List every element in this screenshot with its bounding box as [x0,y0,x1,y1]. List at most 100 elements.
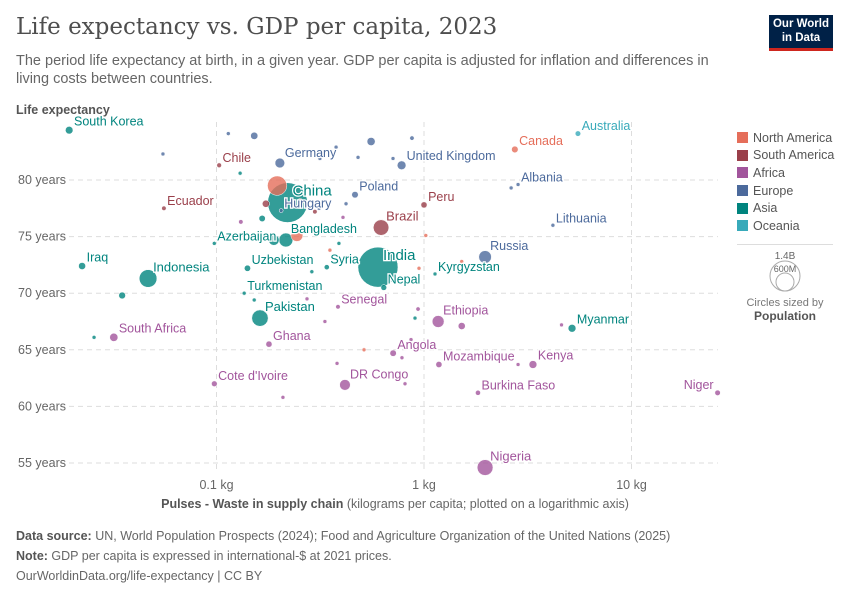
legend-swatch-icon [737,220,748,232]
data-point[interactable] [361,347,367,353]
data-point[interactable] [409,135,415,141]
size-legend-small: 600M [774,264,797,274]
legend-item[interactable]: Oceania [737,217,834,235]
data-point[interactable] [390,156,396,161]
data-point[interactable] [457,322,466,330]
data-point[interactable] [476,459,494,476]
data-point[interactable] [336,241,342,246]
data-point[interactable] [431,315,445,328]
data-point[interactable] [297,198,303,203]
data-point[interactable] [91,335,97,340]
legend-label: North America [753,130,833,145]
point-label: Iraq [87,250,109,264]
owid-logo[interactable]: Our World in Data [769,15,833,51]
data-point[interactable] [161,205,167,211]
data-point[interactable] [250,131,259,140]
data-point[interactable] [244,264,251,272]
data-point[interactable] [160,151,166,157]
data-point[interactable] [78,262,86,270]
data-point[interactable] [550,223,556,228]
data-point[interactable] [251,297,257,303]
data-point[interactable] [396,160,407,170]
data-point[interactable] [408,337,414,342]
source-text: UN, World Population Prospects (2024); F… [91,529,671,543]
data-point[interactable] [280,395,286,400]
data-point[interactable] [265,340,273,348]
data-point[interactable] [351,191,359,199]
legend-item[interactable]: Asia [737,199,834,217]
data-point[interactable] [515,182,521,187]
data-point[interactable] [508,185,514,191]
data-point[interactable] [216,162,222,168]
data-point[interactable] [366,137,376,146]
data-point[interactable] [389,349,397,357]
data-point[interactable] [415,306,421,312]
source-link[interactable]: OurWorldinData.org/life-expectancy | CC … [16,569,263,583]
data-point[interactable] [335,304,341,310]
data-point[interactable] [211,380,218,387]
data-point[interactable] [714,389,721,396]
data-point[interactable] [423,233,429,238]
legend-item[interactable]: North America [737,129,834,147]
legend-item[interactable]: Europe [737,182,834,200]
legend-swatch-icon [737,202,748,214]
data-point[interactable] [334,361,340,366]
data-point[interactable] [420,201,428,209]
data-point[interactable] [226,131,231,136]
data-point[interactable] [316,206,322,211]
data-point[interactable] [118,291,126,300]
data-point[interactable] [274,157,285,169]
data-point[interactable] [416,266,422,271]
data-point[interactable] [559,322,564,328]
data-point[interactable] [304,296,310,302]
data-point[interactable] [355,155,361,160]
data-point[interactable] [528,360,538,369]
data-point[interactable] [357,246,399,288]
data-point[interactable] [412,315,418,321]
data-point[interactable] [340,215,346,220]
legend-swatch-icon [737,167,748,179]
data-point[interactable] [399,355,405,360]
data-point[interactable] [237,170,243,176]
note-label: Note: [16,549,48,563]
data-point[interactable] [268,234,280,246]
data-point[interactable] [267,175,288,196]
data-point[interactable] [322,319,328,324]
data-point[interactable] [432,271,438,277]
data-point[interactable] [212,241,217,246]
data-point[interactable] [312,209,318,215]
data-point[interactable] [278,208,284,213]
legend-item[interactable]: South America [737,147,834,165]
data-point[interactable] [574,130,581,137]
data-point[interactable] [339,379,351,391]
data-point[interactable] [258,215,266,222]
data-point[interactable] [241,290,247,296]
data-point[interactable] [475,390,481,396]
legend-item[interactable]: Africa [737,164,834,182]
data-point[interactable] [459,259,464,264]
data-point[interactable] [262,199,270,208]
data-point[interactable] [65,126,74,135]
data-point[interactable] [373,219,390,236]
data-point[interactable] [327,247,333,253]
data-point[interactable] [567,324,577,333]
data-point[interactable] [402,381,408,387]
data-point[interactable] [139,269,158,288]
data-point[interactable] [343,201,349,207]
data-point[interactable] [309,269,315,274]
data-point[interactable] [435,361,443,368]
data-point[interactable] [515,362,521,367]
data-point[interactable] [323,264,330,270]
data-point[interactable] [238,219,244,225]
data-point[interactable] [380,284,387,291]
data-point[interactable] [251,309,269,327]
point-label: Burkina Faso [482,378,556,392]
data-point[interactable] [511,145,519,153]
size-legend-large: 1.4B [775,251,796,262]
point-label: Kyrgyzstan [438,260,500,274]
data-point[interactable] [333,144,339,150]
data-point[interactable] [290,229,304,242]
data-point[interactable] [317,156,323,161]
data-point[interactable] [109,333,119,342]
data-point[interactable] [478,250,492,264]
